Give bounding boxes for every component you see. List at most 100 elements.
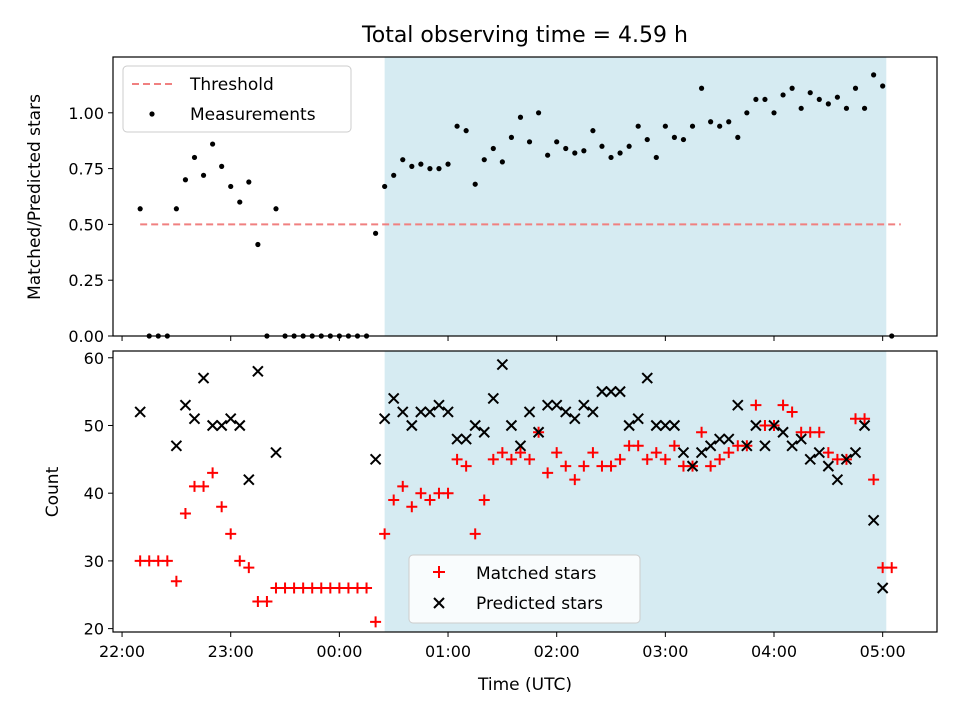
matched-star-point <box>668 440 680 452</box>
predicted-star-point <box>505 419 518 432</box>
predicted-star-point <box>804 453 816 466</box>
measurement-point <box>273 206 279 212</box>
matched-star-point <box>551 447 563 459</box>
predicted-star-point <box>596 385 608 398</box>
measurement-point <box>599 143 605 149</box>
matched-star-point <box>198 480 210 492</box>
measurement-point <box>717 123 723 129</box>
predicted-star-point <box>460 433 472 445</box>
x-tick-label: 23:00 <box>208 642 254 661</box>
count-panel: 20 30 40 50 60 22:00 23:00 00:00 01:00 02:00 03:00… <box>43 349 938 695</box>
threshold-legend-label: Threshold <box>189 75 274 95</box>
matched-star-point <box>514 447 526 459</box>
matched-star-point <box>179 508 191 520</box>
measurement-point <box>481 157 487 163</box>
measurement-point <box>391 172 397 178</box>
measurement-point <box>219 163 225 169</box>
y-tick-label: 30 <box>84 552 104 571</box>
measurement-point <box>255 241 261 248</box>
predicted-star-point <box>614 385 626 398</box>
predicted-star-point <box>225 413 237 425</box>
predicted-star-point <box>713 433 726 445</box>
measurement-point <box>173 206 179 212</box>
predicted-star-point <box>406 419 418 432</box>
predicted-star-point <box>668 419 681 432</box>
matched-star-point <box>813 426 825 438</box>
measurement-point <box>445 161 451 167</box>
measurement-point <box>753 96 759 103</box>
count-legend-box <box>408 554 641 624</box>
measurement-point <box>617 150 623 156</box>
predicted-star-point <box>641 372 653 384</box>
predicted-star-point <box>876 582 889 594</box>
x-axis-label: Time (UTC) <box>477 675 572 695</box>
predicted-star-point <box>686 460 699 472</box>
measurement-point <box>771 110 777 116</box>
measurement-point <box>698 85 705 91</box>
y-tick-label: 0.75 <box>68 160 104 179</box>
predicted-star-point <box>723 433 735 445</box>
predicted-star-point <box>270 446 282 459</box>
measurement-point <box>789 85 795 91</box>
predicted-star-point <box>234 419 246 432</box>
predicted-star-point <box>632 413 644 425</box>
predicted-star-point <box>831 473 844 486</box>
matched-star-point <box>578 460 590 472</box>
measurement-point <box>744 110 750 116</box>
measurement-point <box>463 128 469 134</box>
ratio-ylabel: Matched/Predicted stars <box>25 94 45 300</box>
measurement-point <box>400 157 406 163</box>
predicted-star-point <box>732 399 744 411</box>
matched-star-point <box>370 616 382 628</box>
measurement-point <box>526 139 533 145</box>
predicted-legend-marker <box>433 597 445 609</box>
measurement-point <box>191 154 198 161</box>
matched-legend-marker <box>433 566 445 578</box>
measurement-point <box>554 139 560 145</box>
predicted-star-point <box>442 406 454 418</box>
matched-star-point <box>216 501 228 513</box>
predicted-star-point <box>560 406 572 418</box>
predicted-star-point <box>170 440 183 452</box>
matched-star-point <box>587 447 599 459</box>
matched-star-point <box>415 487 427 499</box>
predicted-star-point <box>433 399 445 411</box>
matched-star-point <box>397 480 409 492</box>
measurement-point <box>545 152 551 158</box>
predicted-star-point <box>541 399 554 411</box>
measurement-point <box>200 172 207 178</box>
measurement-point <box>834 94 840 100</box>
measurements-legend-label: Measurements <box>190 105 316 125</box>
predicted-star-point <box>569 413 581 425</box>
measurement-point <box>726 119 732 125</box>
ratio-panel: 0.00 0.25 0.50 0.75 1.00 Matched/Predicted s… <box>25 56 938 346</box>
matched-star-point <box>243 562 255 574</box>
measurement-point <box>436 166 442 172</box>
matched-star-point <box>750 399 762 411</box>
x-tick-label: 01:00 <box>425 642 471 661</box>
predicted-star-point <box>759 440 771 452</box>
matched-star-point <box>723 447 735 459</box>
measurement-point <box>807 90 813 96</box>
predicted-star-point <box>741 440 753 452</box>
matched-star-point <box>505 453 517 465</box>
measurement-point <box>472 181 478 187</box>
predicted-star-point <box>777 426 789 438</box>
matched-star-point <box>614 453 626 465</box>
matched-star-point <box>388 494 400 506</box>
matched-star-point <box>460 460 472 472</box>
predicted-star-point <box>487 392 500 405</box>
predicted-star-point <box>397 406 409 418</box>
matched-star-point <box>632 440 644 452</box>
measurement-point <box>680 136 687 143</box>
predicted-star-point <box>478 426 490 438</box>
measurement-point <box>825 101 831 107</box>
measurement-point <box>563 145 569 152</box>
x-tick-label: 04:00 <box>751 642 797 661</box>
predicted-star-point <box>813 446 825 459</box>
matched-star-point <box>524 453 536 465</box>
measurement-point <box>852 85 859 91</box>
predicted-star-point <box>695 446 708 459</box>
x-tick-label: 22:00 <box>99 642 145 661</box>
